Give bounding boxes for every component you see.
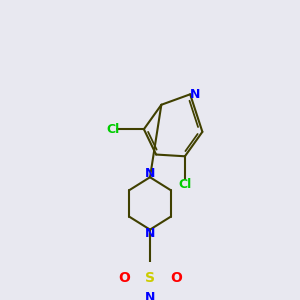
Text: Cl: Cl [178, 178, 191, 191]
Text: S: S [145, 271, 155, 285]
Text: O: O [118, 271, 130, 285]
Text: Cl: Cl [107, 123, 120, 136]
Text: N: N [145, 167, 155, 180]
Text: N: N [145, 291, 155, 300]
Text: O: O [170, 271, 182, 285]
Text: N: N [190, 88, 201, 101]
Text: N: N [145, 226, 155, 240]
